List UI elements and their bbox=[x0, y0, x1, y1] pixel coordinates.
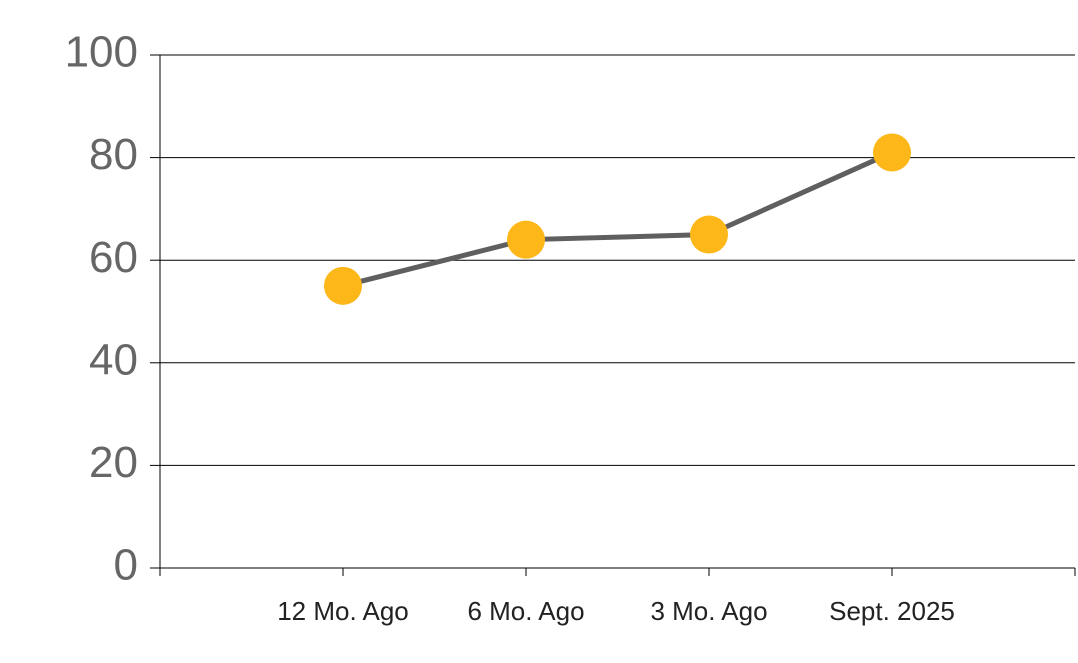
point bbox=[690, 215, 728, 254]
y-tick-label: 0 bbox=[114, 541, 138, 590]
point bbox=[324, 266, 362, 305]
series-line bbox=[342, 150, 894, 289]
x-tick-label: 12 Mo. Ago bbox=[277, 596, 409, 626]
x-tick-label: 3 Mo. Ago bbox=[650, 596, 767, 626]
y-tick-label: 80 bbox=[89, 130, 138, 179]
y-tick-label: 60 bbox=[89, 233, 138, 282]
point bbox=[507, 220, 545, 259]
y-tick-label: 100 bbox=[65, 28, 138, 77]
y-tick-label: 40 bbox=[89, 335, 138, 384]
x-tick-label: 6 Mo. Ago bbox=[467, 596, 584, 626]
x-tick-label: Sept. 2025 bbox=[829, 596, 955, 626]
y-tick-label: 20 bbox=[89, 438, 138, 487]
point bbox=[873, 133, 911, 172]
